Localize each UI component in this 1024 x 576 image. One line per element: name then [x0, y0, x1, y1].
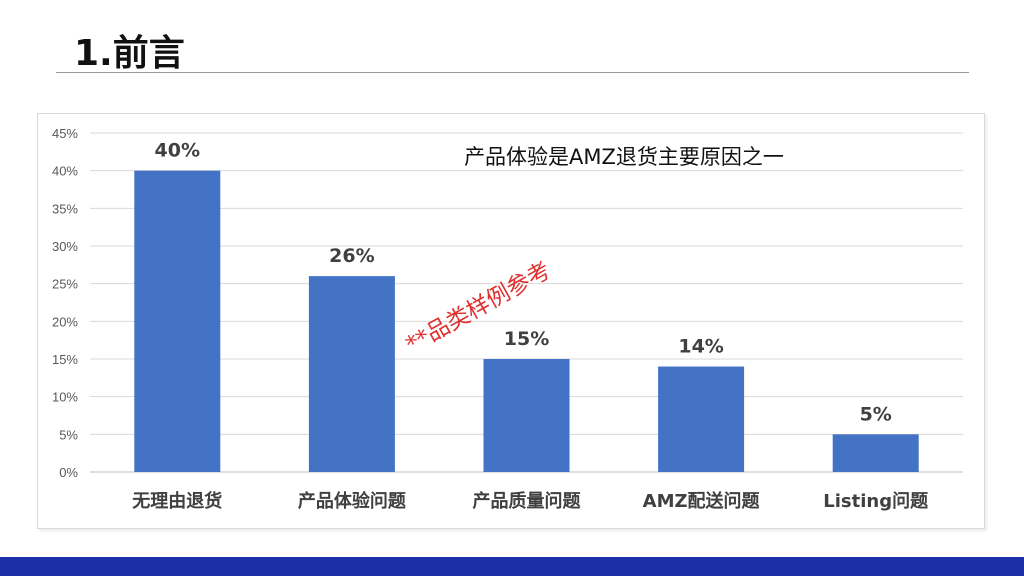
bars: [134, 170, 919, 472]
data-label: 40%: [155, 140, 200, 162]
y-tick-label: 30%: [52, 239, 78, 254]
y-tick-label: 5%: [59, 427, 78, 442]
bar: [134, 170, 221, 472]
bar: [832, 434, 919, 472]
bar: [658, 366, 745, 472]
x-tick-label: 无理由退货: [132, 490, 222, 512]
y-tick-label: 40%: [52, 164, 78, 179]
data-labels: 40% 26% 15% 14% 5%: [155, 140, 892, 426]
y-tick-label: 10%: [52, 390, 78, 405]
bar: [308, 276, 395, 472]
data-label: 15%: [504, 328, 549, 350]
y-tick-label: 20%: [52, 314, 78, 329]
x-tick-label: 产品体验问题: [298, 490, 407, 512]
x-tick-label: 产品质量问题: [473, 490, 582, 512]
x-tick-label: Listing问题: [823, 491, 929, 512]
slide-title: 1.前言: [74, 33, 185, 74]
y-tick-label: 25%: [52, 277, 78, 292]
chart-frame: [37, 113, 985, 529]
y-tick-label: 15%: [52, 352, 78, 367]
chart-annotation: 产品体验是AMZ退货主要原因之一: [464, 145, 784, 169]
data-label: 14%: [678, 336, 723, 358]
data-label: 26%: [329, 245, 374, 267]
y-tick-label: 35%: [52, 201, 78, 216]
y-tick-label: 0%: [59, 465, 78, 480]
x-axis-ticks: 无理由退货 产品体验问题 产品质量问题 AMZ配送问题 Listing问题: [132, 490, 929, 512]
y-tick-label: 45%: [52, 126, 78, 141]
y-axis-ticks: 0% 5% 10% 15% 20% 25% 30% 35% 40% 45%: [52, 126, 78, 480]
data-label: 5%: [860, 403, 892, 425]
title-divider: [56, 72, 969, 73]
x-tick-label: AMZ配送问题: [643, 490, 761, 512]
footer-bar: [0, 557, 1024, 576]
bar: [483, 359, 570, 472]
